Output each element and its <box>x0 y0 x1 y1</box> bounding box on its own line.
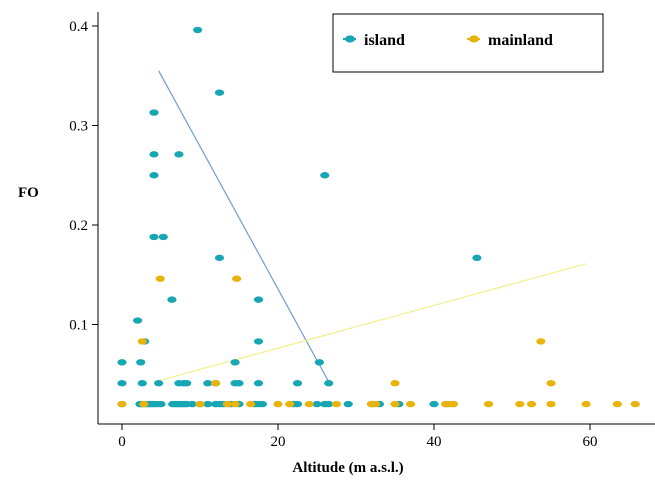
data-point-island <box>117 359 127 366</box>
data-point-island <box>149 172 159 179</box>
data-point-mainland <box>155 275 165 282</box>
data-point-mainland <box>137 338 147 345</box>
x-tick-label: 20 <box>271 434 286 450</box>
data-point-island <box>472 254 482 262</box>
data-point-island <box>324 380 334 387</box>
data-point-island <box>203 400 213 408</box>
data-point-island <box>133 317 143 324</box>
data-point-island <box>253 338 264 345</box>
data-point-mainland <box>536 338 546 345</box>
data-point-island <box>314 359 324 366</box>
legend-box <box>332 13 604 73</box>
y-tick-label: 0.2 <box>69 218 88 234</box>
legend-item-island: island <box>343 32 405 49</box>
legend-mainland-label: mainland <box>488 32 553 49</box>
data-point-mainland <box>484 400 494 408</box>
data-point-island <box>149 109 159 116</box>
data-point-island <box>214 89 225 96</box>
data-point-island <box>292 400 303 408</box>
data-point-island <box>187 400 197 408</box>
x-ticks: 0 20 40 60 <box>118 424 598 450</box>
data-points <box>117 26 640 408</box>
data-point-mainland <box>232 275 242 282</box>
data-point-island <box>193 26 203 34</box>
data-point-mainland <box>390 400 400 408</box>
data-point-island <box>174 151 184 158</box>
data-point-mainland <box>246 400 256 408</box>
data-point-island <box>230 359 240 366</box>
y-axis-title: FO <box>18 185 39 201</box>
data-point-mainland <box>370 400 381 408</box>
data-point-island <box>137 380 147 387</box>
data-point-island <box>429 400 439 408</box>
x-tick-label: 0 <box>118 434 126 450</box>
data-point-mainland <box>526 400 537 408</box>
x-tick-label: 40 <box>427 434 442 450</box>
data-point-island <box>182 380 192 387</box>
data-point-island <box>292 380 303 387</box>
data-point-island <box>149 233 159 241</box>
data-point-island <box>156 400 166 408</box>
data-point-island <box>167 296 177 303</box>
data-point-island <box>343 400 353 408</box>
x-tick-label: 60 <box>583 434 598 450</box>
legend-island-swatch <box>345 35 355 43</box>
y-tick-label: 0.1 <box>69 318 88 334</box>
data-point-mainland <box>630 400 640 408</box>
data-point-mainland <box>581 400 591 408</box>
data-point-island <box>149 151 159 158</box>
data-point-mainland <box>273 400 283 408</box>
y-tick-label: 0.4 <box>69 19 88 35</box>
legend-item-mainland: mainland <box>467 32 553 49</box>
y-ticks: 0.1 0.2 0.3 0.4 <box>69 19 98 334</box>
data-point-island <box>253 296 264 303</box>
data-point-island <box>203 380 213 387</box>
data-point-mainland <box>222 400 232 408</box>
data-point-mainland <box>285 400 295 408</box>
data-point-mainland <box>331 400 342 408</box>
data-point-mainland <box>211 380 221 387</box>
legend-island-label: island <box>364 32 405 49</box>
data-point-mainland <box>390 380 400 387</box>
data-point-island <box>234 380 244 387</box>
trend-line-mainland <box>156 263 587 382</box>
data-point-mainland <box>230 400 240 408</box>
data-point-island <box>154 380 164 387</box>
axes <box>97 12 655 425</box>
data-point-mainland <box>448 400 459 408</box>
data-point-mainland <box>612 400 622 408</box>
data-point-mainland <box>546 380 556 387</box>
legend-mainland-swatch <box>469 35 479 43</box>
data-point-island <box>253 380 264 387</box>
data-point-island <box>214 254 225 262</box>
data-point-mainland <box>117 400 127 408</box>
trend-line-island <box>158 70 331 384</box>
legend: island mainland <box>332 13 604 73</box>
data-point-mainland <box>546 400 556 408</box>
data-point-island <box>324 400 334 408</box>
data-point-island <box>136 359 146 366</box>
data-point-mainland <box>515 400 525 408</box>
data-point-island <box>312 400 322 408</box>
data-point-island <box>320 172 330 179</box>
data-point-mainland <box>195 400 205 408</box>
data-point-island <box>257 400 267 408</box>
data-point-mainland <box>139 400 149 408</box>
trend-lines <box>156 70 587 384</box>
data-point-island <box>158 233 168 241</box>
data-point-island <box>117 380 127 387</box>
data-point-mainland <box>304 400 314 408</box>
data-point-mainland <box>406 400 416 408</box>
x-axis-title: Altitude (m a.s.l.) <box>292 460 403 476</box>
y-tick-label: 0.3 <box>69 119 88 135</box>
